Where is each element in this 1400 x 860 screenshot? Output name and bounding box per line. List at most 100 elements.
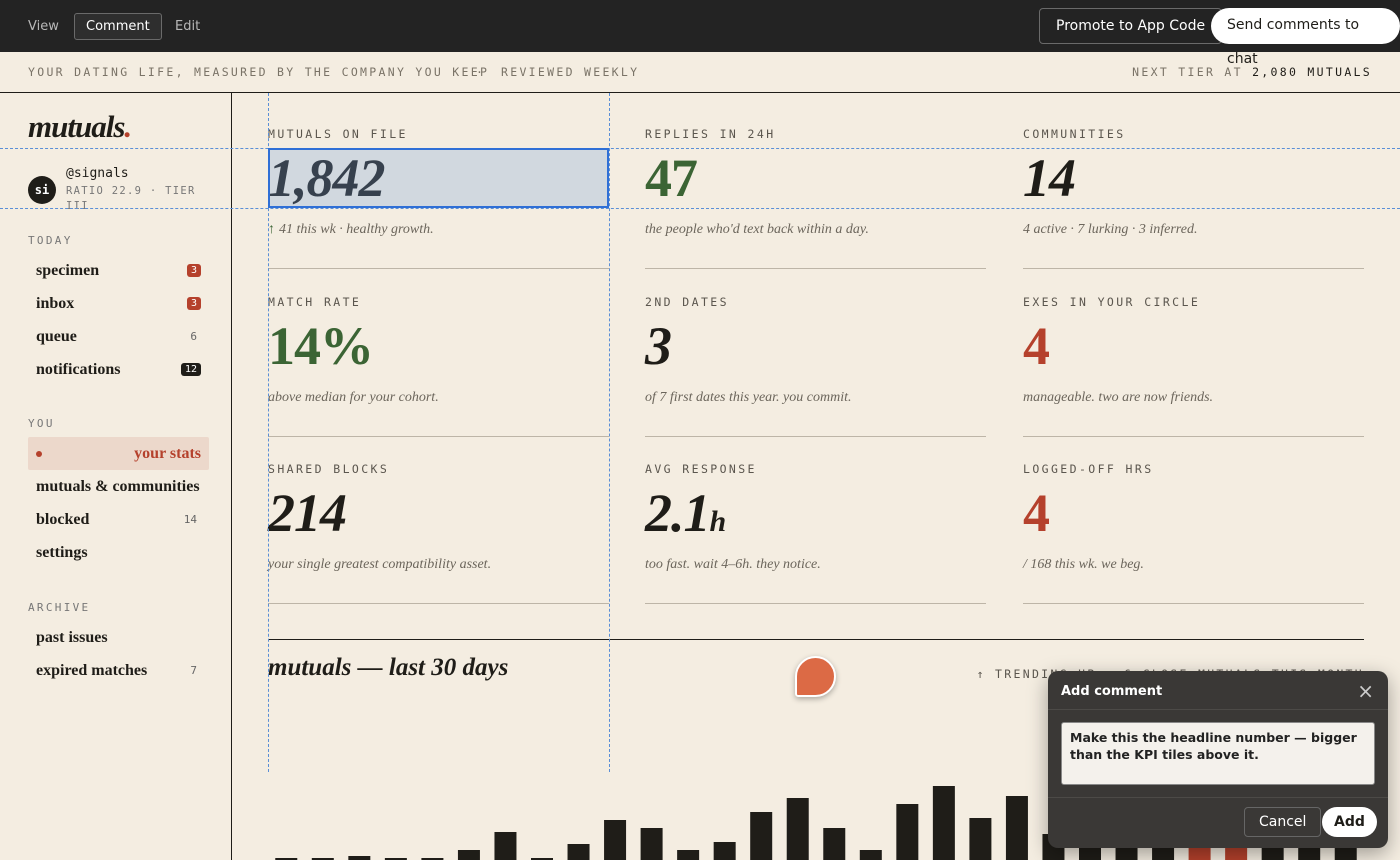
- nav-item[interactable]: expired matches 7: [28, 654, 209, 687]
- bar: [859, 850, 882, 860]
- user-meta: RATIO 22.9 · TIER III: [66, 185, 196, 212]
- bar: [1005, 796, 1028, 860]
- avatar: si: [28, 176, 56, 204]
- nav-count: 6: [190, 330, 197, 343]
- bar: [311, 858, 334, 860]
- nav-item[interactable]: inbox 3: [28, 287, 209, 320]
- mode-button[interactable]: Edit: [175, 19, 201, 34]
- kpi-label: MUTUALS ON FILE: [268, 127, 408, 141]
- selection[interactable]: [268, 148, 609, 208]
- bar: [896, 804, 919, 860]
- kpi-tile: MUTUALS ON FILE 1,842 ↑ 41 this wk · health…: [268, 124, 609, 269]
- nav-section: ARCHIVE past issues expired matches 7: [0, 601, 209, 687]
- logo: mutuals.: [28, 109, 132, 145]
- kpi-value: 4: [1023, 481, 1050, 545]
- nav-item[interactable]: mutuals & communities: [28, 470, 209, 503]
- sidebar: mutuals. si @signals RATIO 22.9 · TIER I…: [0, 93, 232, 860]
- kpi-value: 47: [645, 146, 698, 210]
- bar: [969, 818, 992, 860]
- kpi-label: SHARED BLOCKS: [268, 462, 390, 476]
- nav-item[interactable]: blocked 14: [28, 503, 209, 536]
- logo-dot: .: [124, 109, 132, 144]
- nav-count: 12: [180, 363, 201, 376]
- kpi-number: 14: [1023, 148, 1076, 208]
- kpi-number: 1,842: [268, 148, 385, 208]
- comment-dialog: Add comment × Make this the headline num…: [1048, 671, 1388, 848]
- nav-count: 14: [183, 513, 197, 526]
- nav-count: 7: [190, 664, 197, 677]
- guide: [268, 93, 269, 772]
- kpi-tile: EXES IN YOUR CIRCLE 4 manageable. two are …: [1023, 292, 1364, 437]
- nav-label: queue: [36, 327, 77, 345]
- nav-label: specimen: [36, 261, 100, 279]
- guide: [0, 148, 1400, 149]
- kpi-unit: h: [709, 505, 727, 538]
- nav-label: settings: [36, 543, 88, 561]
- bar: [932, 786, 955, 860]
- divider: [1048, 797, 1388, 798]
- kpi-note-text: manageable. two are now friends.: [1023, 390, 1214, 405]
- nav-label: past issues: [36, 628, 108, 646]
- nav-item[interactable]: your stats: [28, 437, 209, 470]
- kpi-tile: LOGGED-OFF HRS 4 / 168 this wk. we beg.: [1023, 459, 1364, 604]
- bar: [348, 856, 371, 860]
- kpi-note: the people who'd text back within a day.: [645, 222, 869, 238]
- nav-label: mutuals & communities: [36, 477, 200, 495]
- send-button[interactable]: Send comments to chat: [1211, 8, 1400, 67]
- promote-button[interactable]: Promote to App Code: [1039, 8, 1223, 44]
- kpi-value: 14%: [268, 314, 374, 378]
- kpi-note: / 168 this wk. we beg.: [1023, 557, 1144, 573]
- nav-label: blocked: [36, 510, 90, 528]
- kpi-note-text: 4 active · 7 lurking · 3 inferred.: [1023, 222, 1198, 237]
- tagline: YOUR DATING LIFE, MEASURED BY THE COMPAN…: [28, 65, 490, 79]
- mode-button[interactable]: View: [28, 19, 59, 34]
- divider: [268, 639, 1364, 640]
- kpi-note-text: / 168 this wk. we beg.: [1023, 557, 1144, 572]
- logo-text: mutuals: [28, 109, 125, 144]
- banner: YOUR DATING LIFE, MEASURED BY THE COMPAN…: [0, 52, 1400, 93]
- nav-item[interactable]: settings: [28, 536, 209, 569]
- separator: ·: [476, 65, 486, 79]
- kpi-label: LOGGED-OFF HRS: [1023, 462, 1154, 476]
- toolbar: View Comment Edit Promote to App Code Se…: [0, 0, 1400, 67]
- bar: [1115, 848, 1138, 860]
- close-button[interactable]: ×: [1357, 679, 1374, 703]
- comment-pin[interactable]: [795, 656, 836, 697]
- kpi-note: of 7 first dates this year. you commit.: [645, 390, 852, 406]
- kpi-arrow: ↑: [268, 222, 275, 237]
- kpi-tile: MATCH RATE 14% above median for your cohor…: [268, 292, 609, 437]
- nav-item[interactable]: specimen 3: [28, 254, 209, 287]
- bar: [1298, 844, 1321, 860]
- bar: [384, 858, 407, 860]
- kpi-number: 4: [1023, 483, 1050, 543]
- kpi-note: above median for your cohort.: [268, 390, 439, 406]
- nav-section: YOU your stats mutuals & communities blocke…: [0, 417, 209, 569]
- comment-input[interactable]: Make this the headline number — bigger t…: [1061, 722, 1375, 785]
- kpi-label: MATCH RATE: [268, 295, 362, 309]
- bar: [494, 832, 517, 860]
- nav-item[interactable]: queue 6: [28, 320, 209, 353]
- add-button[interactable]: Add: [1322, 807, 1377, 837]
- bar: [604, 820, 627, 860]
- nav-item[interactable]: past issues: [28, 621, 209, 654]
- bar: [457, 850, 480, 860]
- section-title: ARCHIVE: [28, 601, 91, 614]
- kpi-note-text: of 7 first dates this year. you commit.: [645, 390, 852, 405]
- nav-item[interactable]: notifications 12: [28, 353, 209, 386]
- kpi-tile: REPLIES IN 24H 47 the people who'd text ba…: [645, 124, 986, 269]
- kpi-number: 214: [268, 483, 347, 543]
- guide: [0, 208, 1400, 209]
- mode-button[interactable]: Comment: [74, 13, 162, 40]
- kpi-value: 3: [645, 314, 672, 378]
- kpi-value: 4: [1023, 314, 1050, 378]
- kpi-label: REPLIES IN 24H: [645, 127, 776, 141]
- bar: [567, 844, 590, 860]
- kpi-tile: COMMUNITIES 14 4 active · 7 lurking · 3 in…: [1023, 124, 1364, 269]
- kpi-value: 214: [268, 481, 347, 545]
- kpi-label: 2ND DATES: [645, 295, 729, 309]
- cancel-button[interactable]: Cancel: [1244, 807, 1322, 837]
- bar: [640, 828, 663, 860]
- bar: [275, 858, 298, 860]
- bar: [531, 858, 553, 860]
- bar: [713, 842, 736, 860]
